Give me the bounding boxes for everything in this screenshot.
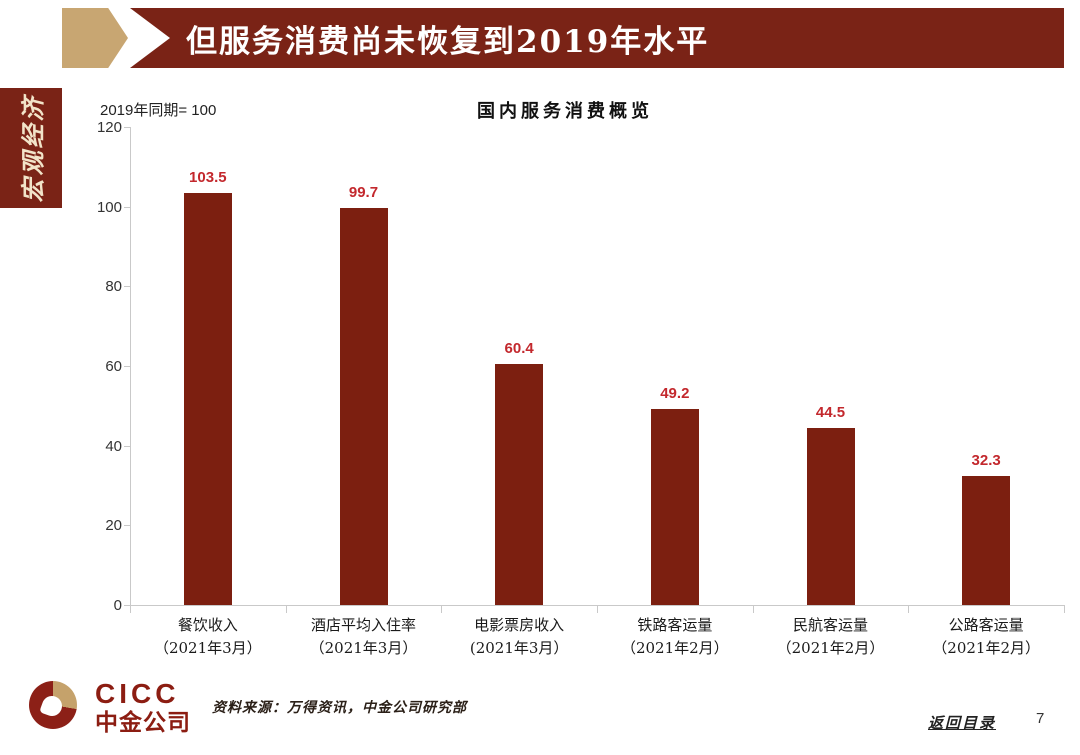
y-axis-line — [130, 127, 131, 605]
y-axis-tick — [124, 366, 130, 367]
x-axis-category-label: 电影票房收入 (2021年3月） — [469, 616, 569, 657]
bar-value-label: 49.2 — [660, 385, 690, 403]
y-axis-tick-label: 120 — [96, 119, 122, 136]
cicc-wordmark-cn: 中金公司 — [95, 709, 191, 735]
y-axis-tick — [124, 605, 130, 606]
y-axis-tick-label: 40 — [105, 437, 122, 455]
cicc-wordmark: CICC 中金公司 — [95, 680, 191, 734]
cicc-logo-icon — [29, 681, 77, 729]
y-axis-tick — [124, 286, 130, 288]
y-axis-tick-label: 100 — [96, 198, 122, 216]
y-axis-tick-label: 80 — [105, 278, 122, 296]
slide-title: 但服务消费尚未恢复到2019年水平 — [186, 23, 710, 60]
axis-unit-note: 2019年同期= 100 — [100, 102, 217, 119]
x-axis-category-label: 公路客运量 （2021年2月） — [932, 616, 1041, 657]
x-axis-tick — [441, 605, 443, 613]
chart-title: 国内服务消费概览 — [477, 101, 653, 122]
x-axis-tick — [285, 605, 287, 613]
section-tab-label: 宏观经济 — [18, 94, 48, 202]
header-arrow-icon — [62, 8, 128, 68]
y-axis-tick-label: 20 — [105, 517, 122, 535]
x-axis-category-label: 民航客运量 （2021年2月） — [776, 616, 885, 657]
bar — [650, 409, 699, 605]
y-axis-tick — [124, 525, 130, 527]
section-tab-macro: 宏观经济 — [0, 88, 62, 208]
bar — [495, 364, 544, 605]
bar — [183, 192, 232, 605]
bar-chart-plot: 0 20 40 60 80 100 120 103.5 餐饮收入 （2021年3月） 99.7 酒店平… — [97, 120, 1065, 657]
x-axis-tick — [1064, 605, 1065, 613]
x-axis-tick — [908, 605, 910, 613]
bar-value-label: 103.5 — [189, 168, 227, 186]
y-axis-tick — [124, 445, 130, 447]
back-to-toc-link[interactable]: 返回目录 — [928, 714, 997, 732]
bar — [962, 476, 1011, 605]
y-axis-tick-label: 0 — [113, 597, 122, 614]
bar-value-label: 99.7 — [348, 183, 379, 201]
x-axis-tick — [752, 605, 754, 613]
bar-value-label: 60.4 — [504, 340, 534, 358]
bar — [339, 207, 388, 605]
header-banner: 但服务消费尚未恢复到2019年水平 — [130, 8, 1064, 68]
bar-value-label: 44.5 — [815, 403, 846, 421]
x-axis-tick — [130, 605, 131, 613]
page-number: 7 — [1036, 710, 1045, 727]
y-axis-tick-label: 60 — [105, 358, 122, 375]
y-axis-tick — [124, 127, 130, 128]
x-axis-category-label: 酒店平均入住率 （2021年3月） — [309, 616, 418, 657]
bar — [806, 427, 855, 605]
x-axis-tick — [597, 605, 598, 613]
bar-value-label: 32.3 — [971, 452, 1001, 470]
x-axis-category-label: 铁路客运量 （2021年2月） — [620, 616, 729, 657]
source-note: 资料来源：万得资讯，中金公司研究部 — [212, 700, 467, 716]
cicc-wordmark-en: CICC — [95, 678, 180, 709]
y-axis-tick — [124, 206, 130, 208]
x-axis-category-label: 餐饮收入 （2021年3月） — [153, 616, 262, 657]
